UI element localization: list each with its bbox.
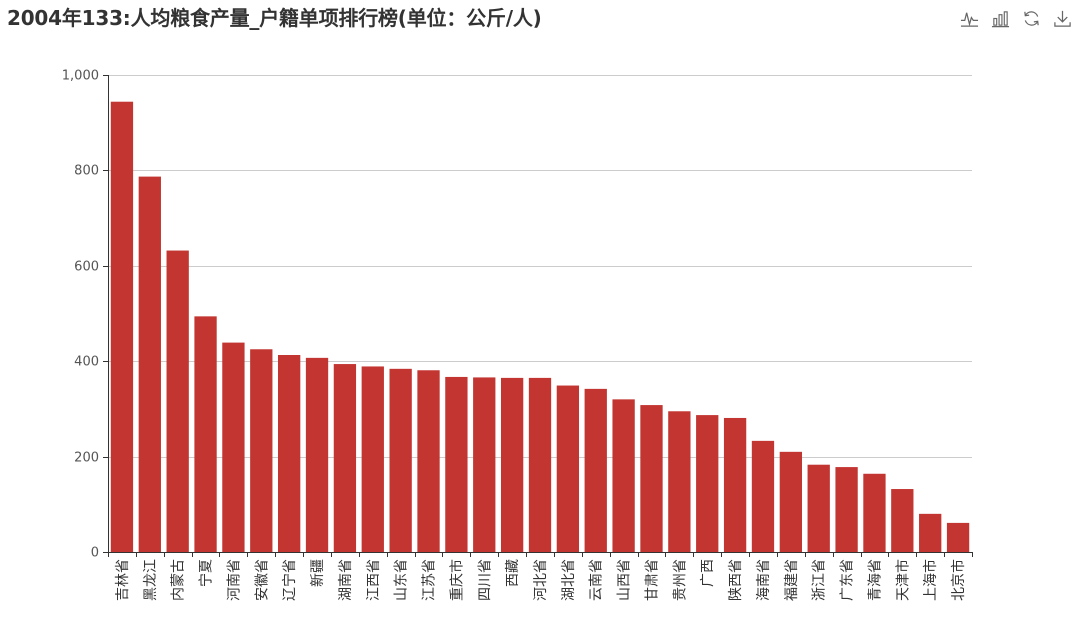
download-icon[interactable] xyxy=(1053,9,1072,28)
x-tick-label: 陕西省 xyxy=(728,559,744,601)
y-tick-label: 0 xyxy=(91,546,99,561)
x-tick-label: 山西省 xyxy=(617,559,633,601)
x-tick-label: 山东省 xyxy=(394,559,410,601)
x-tick-label: 内蒙古 xyxy=(171,559,187,601)
x-tick-label: 福建省 xyxy=(784,559,800,601)
bar[interactable] xyxy=(863,473,886,552)
y-tick-label: 400 xyxy=(74,355,99,370)
x-tick-label: 浙江省 xyxy=(812,559,828,601)
x-tick-label: 河南省 xyxy=(226,559,242,601)
bar[interactable] xyxy=(500,377,524,552)
x-tick-label: 四川省 xyxy=(477,559,493,601)
bar[interactable] xyxy=(473,377,496,552)
bar[interactable] xyxy=(835,467,858,552)
bar[interactable] xyxy=(250,349,273,552)
x-tick-label: 黑龙江 xyxy=(143,559,159,601)
x-tick-label: 新疆 xyxy=(310,559,326,587)
bar[interactable] xyxy=(946,522,970,552)
bar[interactable] xyxy=(640,405,663,552)
bar[interactable] xyxy=(668,411,691,552)
bar[interactable] xyxy=(110,101,134,553)
x-tick-label: 青海省 xyxy=(867,559,883,601)
bar[interactable] xyxy=(222,342,245,552)
x-tick-label: 江西省 xyxy=(366,559,382,601)
bar[interactable] xyxy=(417,370,440,552)
x-tick-label: 海南省 xyxy=(756,559,772,601)
bar-chart-icon[interactable] xyxy=(991,9,1010,28)
bar[interactable] xyxy=(807,464,830,552)
line-chart-icon[interactable] xyxy=(960,9,979,28)
bar[interactable] xyxy=(751,440,775,552)
x-tick-label: 湖南省 xyxy=(338,559,354,601)
x-tick-label: 西藏 xyxy=(505,559,521,587)
bar[interactable] xyxy=(166,250,189,553)
bar[interactable] xyxy=(389,368,412,552)
bar[interactable] xyxy=(556,385,580,552)
restore-icon[interactable] xyxy=(1022,9,1041,28)
bar[interactable] xyxy=(305,357,329,552)
x-tick-label: 河北省 xyxy=(533,559,549,601)
x-tick-label: 北京市 xyxy=(950,559,967,601)
x-tick-label: 云南省 xyxy=(589,559,605,601)
bar[interactable] xyxy=(528,377,552,552)
x-tick-label: 贵州省 xyxy=(672,559,688,601)
bar-series xyxy=(110,101,970,553)
y-tick-label: 600 xyxy=(74,260,99,275)
x-tick-label: 湖北省 xyxy=(561,559,577,601)
bar[interactable] xyxy=(919,513,942,552)
x-tick-label: 广东省 xyxy=(840,559,856,601)
bar[interactable] xyxy=(333,364,357,552)
bar[interactable] xyxy=(445,376,468,552)
x-tick-label: 甘肃省 xyxy=(644,559,660,601)
bar[interactable] xyxy=(194,316,217,552)
y-tick-label: 1,000 xyxy=(62,69,99,84)
x-tick-label: 天津市 xyxy=(894,559,911,601)
x-tick-label: 吉林省 xyxy=(115,559,131,601)
bar[interactable] xyxy=(891,489,914,552)
bar[interactable] xyxy=(278,355,301,552)
x-tick-label: 重庆市 xyxy=(448,559,465,601)
y-tick-label: 200 xyxy=(74,451,99,466)
chart-title: 2004年133:人均粮食产量_户籍单项排行榜(单位：公斤/人) xyxy=(7,6,542,30)
x-tick-label: 辽宁省 xyxy=(281,559,298,601)
axis-labels: 0 200 400 600 800 1,000 吉林省 黑龙江 内蒙古 宁夏 河南省 安徽省 辽宁省 新疆… xyxy=(62,69,967,602)
bar[interactable] xyxy=(584,388,607,552)
bar[interactable] xyxy=(723,417,747,552)
x-tick-label: 安徽省 xyxy=(254,559,270,601)
bar[interactable] xyxy=(696,415,719,552)
chart-toolbox xyxy=(960,9,1072,28)
x-tick-label: 江苏省 xyxy=(422,559,438,601)
x-tick-label: 广西 xyxy=(700,559,716,587)
bar[interactable] xyxy=(361,366,384,552)
y-tick-label: 800 xyxy=(74,164,99,179)
bar[interactable] xyxy=(612,399,635,552)
bar[interactable] xyxy=(138,176,161,552)
x-tick-label: 宁夏 xyxy=(198,559,215,587)
x-tick-label: 上海市 xyxy=(922,559,939,601)
axes xyxy=(103,75,973,557)
bar[interactable] xyxy=(779,451,802,552)
